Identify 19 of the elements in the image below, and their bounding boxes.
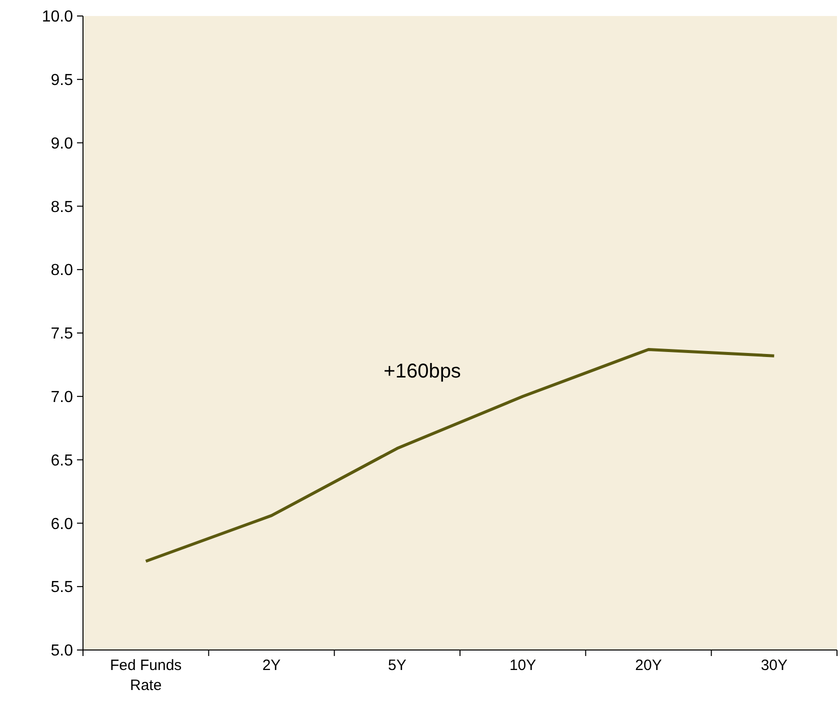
y-tick-label: 8.0 xyxy=(50,262,74,280)
x-tick-label: 2Y xyxy=(262,657,281,674)
x-tick-label: 20Y xyxy=(635,657,662,674)
y-tick-label: 7.0 xyxy=(50,389,74,406)
annotation: +160bps xyxy=(384,360,461,382)
y-tick-label: 10.0 xyxy=(42,8,74,26)
x-tick-label: 5Y xyxy=(388,657,406,674)
y-tick-label: 6.0 xyxy=(50,516,74,533)
y-tick-label: 7.5 xyxy=(50,326,74,343)
y-tick-label: 9.5 xyxy=(50,72,74,89)
y-tick-label: 5.5 xyxy=(50,579,74,596)
line-series xyxy=(144,348,776,563)
x-tick-label: 30Y xyxy=(760,657,788,674)
y-tick-label: 5.0 xyxy=(50,642,74,660)
y-tick-label: 8.5 xyxy=(50,198,74,216)
x-tick-label: 10Y xyxy=(509,657,536,674)
y-tick-label: 6.5 xyxy=(50,452,74,470)
x-tick-label: Fed Funds Rate xyxy=(110,657,182,694)
y-tick-label: 9.0 xyxy=(50,135,74,152)
